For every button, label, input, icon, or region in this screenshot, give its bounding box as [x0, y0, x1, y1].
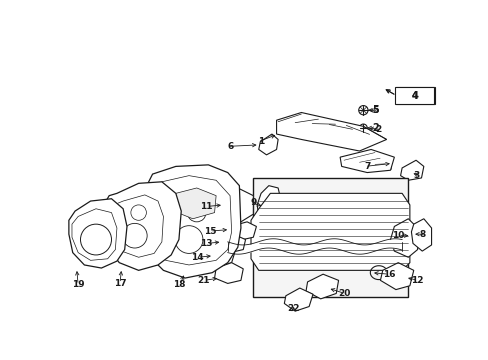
Text: 6: 6	[227, 142, 233, 151]
Text: 8: 8	[419, 230, 426, 239]
FancyBboxPatch shape	[394, 87, 433, 104]
Text: 2: 2	[372, 123, 379, 133]
Polygon shape	[210, 247, 234, 266]
Text: 17: 17	[114, 279, 126, 288]
Text: 16: 16	[382, 270, 394, 279]
Text: 14: 14	[191, 253, 203, 262]
Text: 15: 15	[203, 226, 216, 235]
Polygon shape	[69, 199, 127, 268]
Text: 11: 11	[200, 202, 213, 211]
Polygon shape	[173, 188, 216, 219]
Polygon shape	[340, 149, 393, 172]
Text: 5: 5	[372, 107, 378, 116]
Polygon shape	[228, 222, 256, 240]
Polygon shape	[214, 263, 243, 283]
Text: 18: 18	[173, 280, 185, 289]
Text: 7: 7	[364, 162, 370, 171]
Text: 1: 1	[257, 137, 264, 146]
Polygon shape	[144, 165, 241, 278]
Polygon shape	[150, 176, 231, 265]
Text: 3: 3	[413, 171, 419, 180]
Polygon shape	[400, 160, 423, 180]
Polygon shape	[284, 288, 312, 311]
Polygon shape	[72, 209, 117, 260]
Text: 9: 9	[249, 198, 256, 207]
Text: 13: 13	[200, 239, 213, 248]
Text: 12: 12	[410, 276, 423, 285]
Text: 2: 2	[374, 125, 381, 134]
Polygon shape	[410, 219, 431, 251]
Text: 10: 10	[391, 231, 404, 240]
FancyBboxPatch shape	[395, 87, 434, 104]
Polygon shape	[109, 195, 163, 257]
Polygon shape	[257, 186, 282, 222]
Polygon shape	[250, 193, 409, 270]
Text: 20: 20	[338, 289, 350, 298]
Polygon shape	[220, 234, 245, 253]
Text: 19: 19	[72, 280, 84, 289]
Polygon shape	[222, 188, 253, 222]
Polygon shape	[258, 134, 278, 155]
Polygon shape	[305, 274, 338, 299]
Polygon shape	[380, 263, 413, 289]
Text: 21: 21	[197, 276, 209, 285]
Text: 4: 4	[411, 91, 418, 101]
FancyBboxPatch shape	[253, 178, 407, 297]
Polygon shape	[390, 219, 417, 257]
Text: 4: 4	[410, 91, 417, 100]
Text: 22: 22	[287, 304, 299, 313]
Polygon shape	[103, 182, 181, 270]
Text: 5: 5	[372, 105, 379, 115]
Polygon shape	[276, 112, 386, 151]
